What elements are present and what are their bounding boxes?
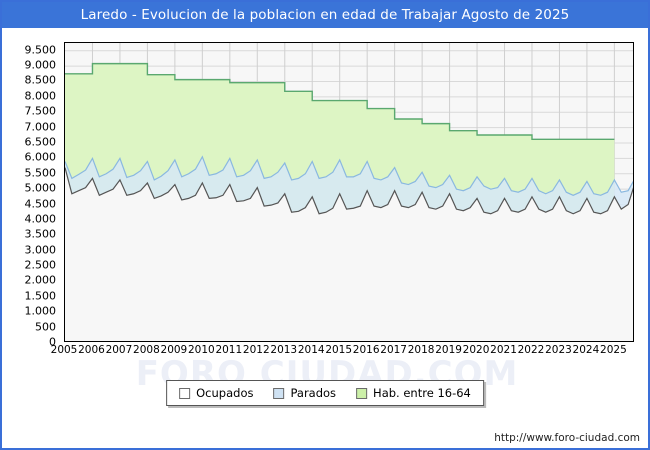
y-axis-tick: 1.000	[24, 304, 57, 318]
legend-label-parados: Parados	[290, 386, 337, 400]
chart-legend: Ocupados Parados Hab. entre 16-64	[166, 380, 484, 406]
y-axis-tick: 2.000	[24, 273, 57, 287]
x-axis-tick: 2025	[600, 344, 627, 356]
y-axis-tick: 500	[35, 320, 56, 334]
x-axis-tick: 2013	[270, 344, 298, 356]
legend-item-ocupados[interactable]: Ocupados	[179, 386, 253, 400]
plot-box	[64, 42, 634, 342]
legend-item-parados[interactable]: Parados	[273, 386, 336, 400]
legend-swatch-ocupados	[179, 387, 191, 399]
x-axis-tick: 2019	[435, 344, 462, 356]
y-axis-tick: 2.500	[24, 258, 57, 272]
page-title: Laredo - Evolucion de la poblacion en ed…	[80, 7, 570, 23]
x-axis-tick: 2009	[160, 344, 188, 356]
chart-series-layer	[65, 62, 633, 341]
y-axis-tick: 5.000	[24, 181, 57, 195]
x-axis-tick: 2008	[133, 344, 160, 356]
x-axis-tick: 2020	[462, 344, 490, 356]
y-axis-tick: 9.500	[24, 43, 57, 57]
x-axis-tick: 2016	[352, 344, 380, 356]
legend-label-hab-16-64: Hab. entre 16-64	[373, 386, 471, 400]
y-axis-tick: 8.000	[24, 89, 57, 103]
series-line-ocupados	[65, 167, 633, 215]
series-area-ocupados	[65, 167, 633, 341]
window-title-bar: Laredo - Evolucion de la poblacion en ed…	[2, 2, 648, 28]
x-axis-tick: 2021	[490, 344, 517, 356]
y-axis-tick: 6.000	[24, 150, 57, 164]
x-axis-labels: 2005 2006 2007 2008 2009 2010 2011 2012 2013 2014…	[51, 344, 634, 362]
series-line-hab-16-64	[65, 62, 615, 141]
x-axis-tick: 2017	[380, 344, 407, 356]
series-line-parados	[65, 155, 633, 196]
x-axis-tick: 2007	[105, 344, 133, 356]
x-axis-tick: 2014	[297, 344, 325, 356]
legend-swatch-parados	[273, 387, 285, 399]
y-axis-tick: 6.500	[24, 135, 57, 149]
x-axis-tick: 2010	[187, 344, 215, 356]
y-axis-tick: 8.500	[24, 73, 57, 87]
legend-label-ocupados: Ocupados	[196, 386, 254, 400]
series-area-parados	[65, 156, 633, 214]
y-axis-tick: 4.500	[24, 197, 57, 211]
y-axis-tick: 9.000	[24, 58, 57, 72]
y-axis-tick: 7.500	[24, 104, 57, 118]
x-axis-tick: 2015	[325, 344, 353, 356]
y-axis-tick: 3.000	[24, 243, 57, 257]
x-axis-tick: 2024	[572, 344, 600, 356]
y-axis-tick: 3.500	[24, 227, 57, 241]
y-axis-labels: 0 500 1.000 1.500 2.000 2.500 3.000 3.500 4.000 4…	[2, 42, 60, 348]
y-axis-tick: 1.500	[24, 289, 57, 303]
legend-item-hab-16-64[interactable]: Hab. entre 16-64	[356, 386, 471, 400]
footer-url[interactable]: http://www.foro-ciudad.com	[494, 432, 640, 444]
legend-swatch-hab-16-64	[356, 387, 368, 399]
y-axis-tick: 4.000	[24, 212, 57, 226]
x-axis-tick: 2011	[215, 344, 243, 356]
x-axis-tick: 2023	[545, 344, 572, 356]
x-axis-tick: 2012	[242, 344, 270, 356]
x-axis-tick: 2018	[407, 344, 435, 356]
y-axis-tick: 0	[49, 335, 56, 349]
x-axis-tick: 2022	[517, 344, 545, 356]
x-axis-tick: 2006	[78, 344, 105, 356]
y-axis-tick: 7.000	[24, 120, 57, 134]
y-axis-tick: 5.500	[24, 166, 57, 180]
plot-area	[64, 42, 634, 342]
x-axis-tick: 2005	[50, 344, 78, 356]
